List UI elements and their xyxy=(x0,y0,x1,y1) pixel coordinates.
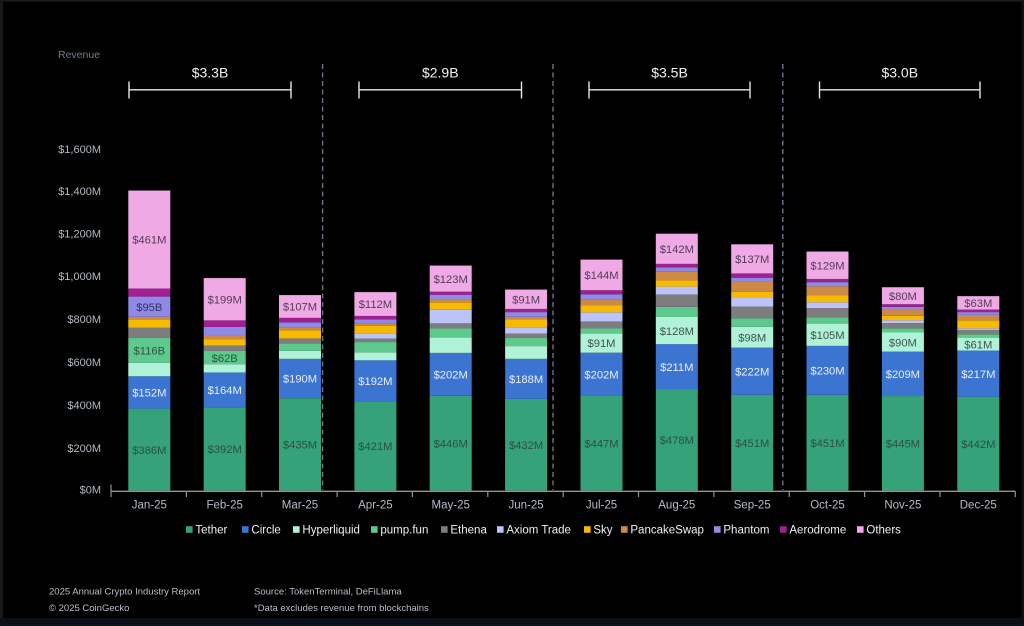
svg-text:2025 Annual Crypto Industry Re: 2025 Annual Crypto Industry Report xyxy=(49,587,200,598)
svg-text:© 2025 CoinGecko: © 2025 CoinGecko xyxy=(49,603,129,614)
svg-text:$445M: $445M xyxy=(886,439,920,451)
svg-text:$600M: $600M xyxy=(67,357,101,369)
svg-text:$2.9B: $2.9B xyxy=(422,65,459,81)
svg-text:$222M: $222M xyxy=(735,366,769,378)
svg-text:$451M: $451M xyxy=(735,438,769,450)
svg-text:pump.fun: pump.fun xyxy=(380,525,428,537)
svg-text:$107M: $107M xyxy=(283,302,317,314)
svg-text:Sep-25: Sep-25 xyxy=(734,500,771,512)
svg-text:$62B: $62B xyxy=(212,353,238,365)
svg-text:$105M: $105M xyxy=(810,330,844,342)
svg-text:$217M: $217M xyxy=(961,369,995,381)
svg-text:Others: Others xyxy=(866,525,901,537)
svg-text:*Data excludes revenue from bl: *Data excludes revenue from blockchains xyxy=(254,603,429,614)
svg-text:Apr-25: Apr-25 xyxy=(358,500,393,512)
svg-text:Feb-25: Feb-25 xyxy=(206,500,242,512)
svg-text:Nov-25: Nov-25 xyxy=(884,500,921,512)
svg-text:$230M: $230M xyxy=(810,366,844,378)
svg-text:$192M: $192M xyxy=(358,376,392,388)
svg-text:$0M: $0M xyxy=(80,485,101,497)
svg-text:$142M: $142M xyxy=(660,244,694,256)
svg-text:Jan-25: Jan-25 xyxy=(132,500,167,512)
svg-text:Circle: Circle xyxy=(251,525,280,537)
svg-text:$400M: $400M xyxy=(67,400,101,412)
svg-text:$800M: $800M xyxy=(67,314,101,326)
svg-text:$91M: $91M xyxy=(512,294,540,306)
svg-text:$3.3B: $3.3B xyxy=(192,65,229,81)
svg-text:$451M: $451M xyxy=(810,438,844,450)
svg-text:$90M: $90M xyxy=(889,337,917,349)
svg-text:$432M: $432M xyxy=(509,440,543,452)
svg-text:Mar-25: Mar-25 xyxy=(282,500,318,512)
svg-text:$202M: $202M xyxy=(584,369,618,381)
svg-text:$199M: $199M xyxy=(208,294,242,306)
svg-text:Aerodrome: Aerodrome xyxy=(789,525,846,537)
svg-text:$442M: $442M xyxy=(961,439,995,451)
svg-text:$98M: $98M xyxy=(738,332,766,344)
svg-text:$128M: $128M xyxy=(660,326,694,338)
svg-text:May-25: May-25 xyxy=(432,500,470,512)
svg-text:$461M: $461M xyxy=(132,235,166,247)
svg-text:$1,000M: $1,000M xyxy=(58,271,101,283)
svg-text:Aug-25: Aug-25 xyxy=(658,500,695,512)
svg-text:Dec-25: Dec-25 xyxy=(960,500,997,512)
svg-text:$202M: $202M xyxy=(434,370,468,382)
svg-text:$447M: $447M xyxy=(584,438,618,450)
svg-text:Phantom: Phantom xyxy=(723,525,769,537)
svg-text:Hyperliquid: Hyperliquid xyxy=(302,525,360,537)
svg-text:$1,200M: $1,200M xyxy=(58,229,101,241)
svg-text:Jul-25: Jul-25 xyxy=(586,500,617,512)
svg-text:$3.0B: $3.0B xyxy=(881,65,918,81)
svg-text:Oct-25: Oct-25 xyxy=(810,500,845,512)
svg-text:PancakeSwap: PancakeSwap xyxy=(630,525,704,537)
svg-text:$80M: $80M xyxy=(889,291,917,303)
svg-text:$129M: $129M xyxy=(810,260,844,272)
svg-text:$61M: $61M xyxy=(964,339,992,351)
svg-text:$1,400M: $1,400M xyxy=(58,186,101,198)
svg-text:$164M: $164M xyxy=(208,385,242,397)
svg-text:Jun-25: Jun-25 xyxy=(509,500,544,512)
svg-text:$1,600M: $1,600M xyxy=(58,144,101,156)
svg-text:$95B: $95B xyxy=(136,302,162,314)
svg-text:$112M: $112M xyxy=(359,299,392,311)
svg-text:Ethena: Ethena xyxy=(450,525,487,537)
svg-text:$123M: $123M xyxy=(434,274,468,286)
svg-text:Sky: Sky xyxy=(593,525,612,537)
svg-text:$91M: $91M xyxy=(588,338,616,350)
svg-text:$188M: $188M xyxy=(509,374,543,386)
svg-text:$200M: $200M xyxy=(67,443,101,455)
svg-text:$116B: $116B xyxy=(134,346,166,358)
svg-text:$144M: $144M xyxy=(584,270,618,282)
svg-text:Axiom Trade: Axiom Trade xyxy=(506,525,571,537)
svg-text:$190M: $190M xyxy=(283,374,317,386)
svg-text:$152M: $152M xyxy=(132,388,166,400)
svg-text:$386M: $386M xyxy=(132,445,166,457)
svg-text:$435M: $435M xyxy=(283,440,317,452)
svg-text:$211M: $211M xyxy=(660,362,693,374)
svg-text:Tether: Tether xyxy=(195,525,227,537)
svg-text:$63M: $63M xyxy=(964,298,992,310)
svg-text:Source: TokenTerminal, DeFiLla: Source: TokenTerminal, DeFiLlama xyxy=(254,587,402,598)
svg-text:Revenue: Revenue xyxy=(58,49,100,61)
svg-text:$3.5B: $3.5B xyxy=(651,65,688,81)
svg-text:$478M: $478M xyxy=(660,435,694,447)
svg-text:$137M: $137M xyxy=(735,254,769,266)
svg-text:$421M: $421M xyxy=(358,441,392,453)
svg-text:$209M: $209M xyxy=(886,369,920,381)
svg-text:$446M: $446M xyxy=(434,438,468,450)
svg-text:$392M: $392M xyxy=(208,444,242,456)
